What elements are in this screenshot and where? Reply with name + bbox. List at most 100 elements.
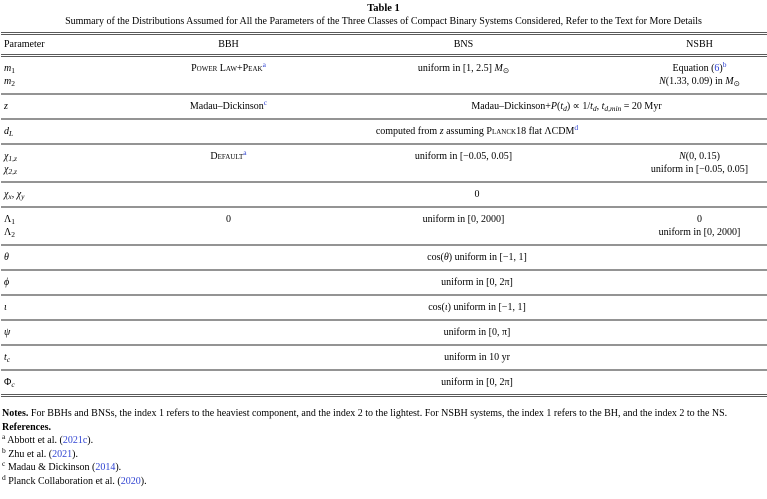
reference-text: ).: [72, 448, 78, 460]
math-var: Λ: [4, 227, 12, 238]
math-var: ι: [4, 302, 7, 313]
subscript: d,min: [604, 104, 622, 113]
reference-item: c Madau & Dickinson (2014).: [2, 460, 765, 475]
footnote-ref-link[interactable]: a: [262, 60, 266, 69]
cell-dl-span: computed from z assuming Planck18 flat Λ…: [106, 120, 767, 145]
cell-lambda-bns: uniform in [0, 2000]: [351, 208, 576, 246]
cell-z-param: z: [1, 95, 106, 120]
math-var: z: [439, 126, 444, 137]
cell-iota-span: cos(ι) uniform in [−1, 1]: [106, 296, 767, 321]
subscript: 1,z: [8, 154, 17, 163]
math-var: t: [4, 352, 7, 363]
text-token: Equation (: [672, 63, 715, 74]
subscript: c: [6, 355, 11, 364]
model-name: Power Law+Peak: [191, 63, 263, 74]
subscript: 2: [11, 230, 16, 239]
text-token: uniform in 10 yr: [444, 352, 510, 363]
cell-phic-span: uniform in [0, 2π]: [106, 371, 767, 397]
text-token: (0, 0.15): [685, 151, 720, 162]
footnote-ref-link[interactable]: a: [243, 148, 247, 157]
reference-item: a Abbott et al. (2021c).: [2, 433, 765, 448]
math-var: t: [560, 101, 564, 112]
row-mass: m1 m2 Power Law+Peaka uniform in [1, 2.5…: [1, 57, 767, 95]
text-token: cos(: [427, 252, 444, 263]
text-token: uniform in [0, 2π]: [441, 277, 513, 288]
header-bbh: BBH: [106, 32, 351, 57]
math-var: Λ: [4, 214, 12, 225]
citation-year-link[interactable]: 2021c: [62, 435, 88, 446]
math-var: m: [4, 63, 12, 74]
param-chi1z: χ1,z: [4, 150, 106, 163]
math-var: ι: [444, 302, 448, 313]
text-token: ) uniform in [−1, 1]: [448, 252, 527, 263]
text-token: ,: [11, 189, 17, 200]
param-m1: m1: [4, 62, 106, 75]
citation-year-link[interactable]: 2021: [52, 448, 73, 460]
table-notes: Notes. For BBHs and BNSs, the index 1 re…: [1, 407, 766, 488]
script-N: N: [679, 151, 686, 162]
cell-phi-param: ϕ: [1, 271, 106, 296]
text-token: ): [719, 63, 723, 74]
cell-psi-span: uniform in [0, π]: [106, 321, 767, 346]
param-chi2z: χ2,z: [4, 163, 106, 176]
table-caption: Table 1 Summary of the Distributions Ass…: [1, 3, 766, 28]
subscript: 1: [11, 66, 15, 75]
subscript: x: [8, 192, 12, 201]
subscript: d: [563, 104, 567, 113]
model-name: Default: [210, 151, 244, 162]
footnote-ref-link[interactable]: c: [263, 98, 268, 107]
nsbh-chi1-value: N(0, 0.15): [631, 150, 767, 163]
cell-mass-bns: uniform in [1, 2.5] M⊙: [351, 57, 576, 95]
text-token: 0: [474, 189, 480, 200]
cell-lambda-param: Λ1 Λ2: [1, 208, 106, 246]
text-token: uniform in [−0.05, 0.05]: [414, 151, 513, 162]
text-token: uniform in [0, π]: [443, 327, 511, 338]
footnote-marker: b: [2, 445, 6, 455]
text-token: uniform in [0, 2π]: [441, 377, 513, 388]
text-token: uniform in [−0.05, 0.05]: [650, 164, 749, 175]
text-token: uniform in [1, 2.5]: [417, 63, 495, 74]
math-var: d: [4, 126, 9, 137]
cell-mass-bbh: Power Law+Peaka: [106, 57, 351, 95]
math-var: M: [725, 76, 734, 87]
script-N: N: [659, 76, 666, 87]
cell-tc-span: uniform in 10 yr: [106, 346, 767, 371]
notes-label: Notes.: [2, 408, 29, 419]
footnote-marker: d: [2, 472, 6, 482]
subscript: L: [9, 129, 14, 138]
reference-text: ).: [87, 435, 94, 446]
cell-theta-param: θ: [1, 246, 106, 271]
nsbh-m2-value: N(1.33, 0.09) in M⊙: [631, 75, 767, 88]
row-iota: ι cos(ι) uniform in [−1, 1]: [1, 296, 767, 321]
cell-z-bbh: Madau–Dickinsonc: [106, 95, 351, 120]
table-subtitle: Summary of the Distributions Assumed for…: [65, 16, 702, 27]
equation-link[interactable]: 6: [714, 63, 720, 74]
param-lambda2: Λ2: [4, 226, 106, 239]
math-var: m: [4, 76, 12, 87]
row-luminosity-distance: dL computed from z assuming Planck18 fla…: [1, 120, 767, 145]
text-token: assuming: [443, 126, 487, 137]
cell-z-bns-nsbh: Madau–Dickinson+P(td) ∝ 1/td, td,min = 2…: [351, 95, 767, 120]
math-var: θ: [4, 252, 9, 263]
citation-year-link[interactable]: 2020: [120, 475, 141, 487]
row-tidal: Λ1 Λ2 0 uniform in [0, 2000] 0 uniform i…: [1, 208, 767, 246]
cell-iota-param: ι: [1, 296, 106, 321]
param-lambda1: Λ1: [4, 213, 106, 226]
notes-text: For BBHs and BNSs, the index 1 refers to…: [28, 408, 728, 419]
footnote-ref-link[interactable]: d: [574, 123, 579, 132]
nsbh-m1-value: Equation (6)b: [631, 60, 767, 75]
citation-year-link[interactable]: 2014: [95, 462, 116, 473]
nsbh-lambda2-value: uniform in [0, 2000]: [631, 226, 767, 239]
math-var: ϕ: [4, 277, 10, 288]
reference-text: Planck Collaboration et al. (: [8, 475, 121, 487]
text-token: = 20 Myr: [621, 101, 662, 112]
footnote-ref-link[interactable]: b: [722, 60, 727, 69]
text-token: Madau–Dickinson: [189, 101, 264, 112]
subscript: d: [592, 104, 597, 113]
text-token: flat ΛCDM: [526, 126, 575, 137]
math-var: χ: [4, 164, 9, 175]
text-token: ) ∝ 1/: [566, 101, 591, 112]
row-tc: tc uniform in 10 yr: [1, 346, 767, 371]
reference-item: d Planck Collaboration et al. (2020).: [2, 472, 765, 489]
